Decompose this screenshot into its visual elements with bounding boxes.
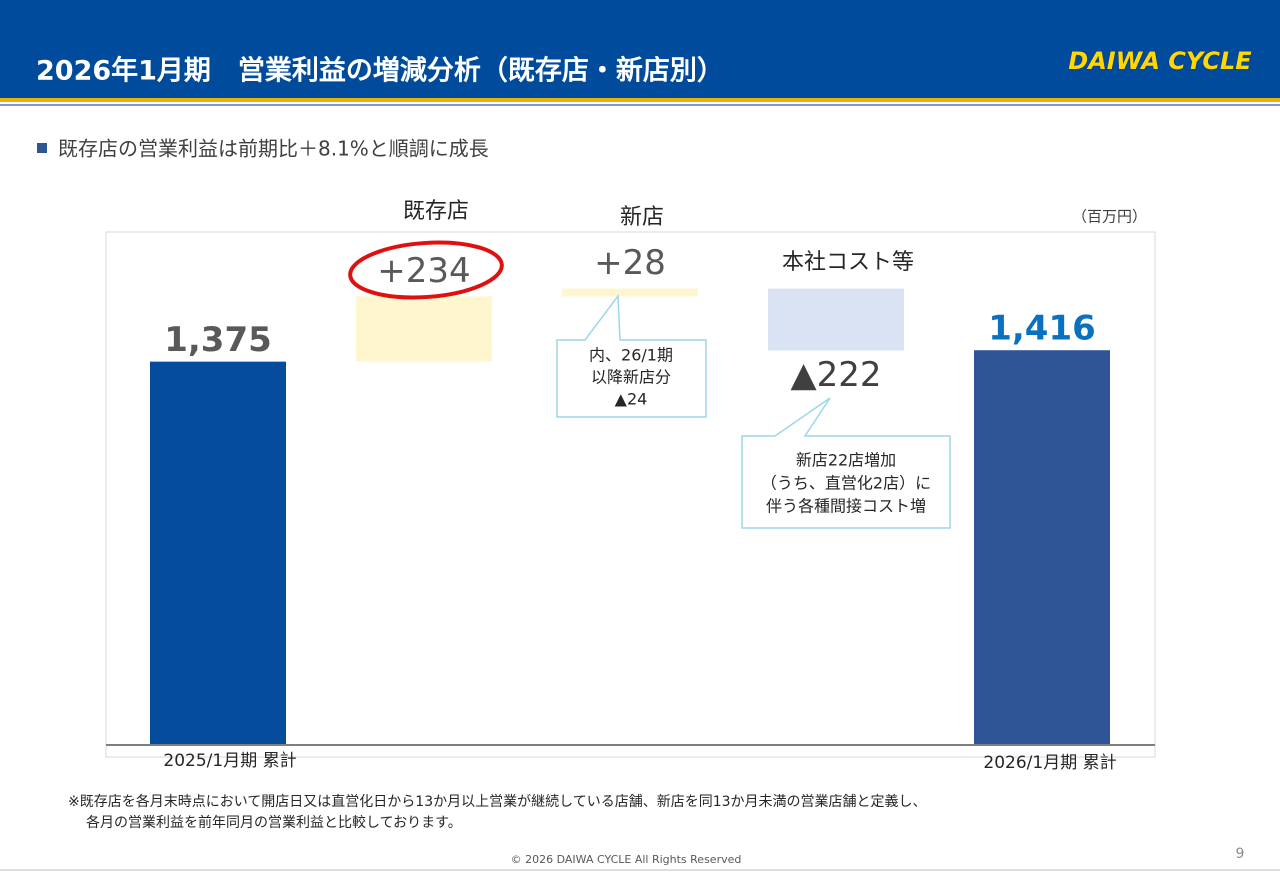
callout-text: （うち、直営化2店）に — [761, 474, 931, 493]
callout-text: 新店22店増加 — [796, 451, 896, 470]
value-label: +234 — [377, 251, 470, 291]
chart: 1,375 2025/1月期 累計 +234 既存店 +28 新店 ▲222 本社コスト等 1,… — [150, 199, 1117, 773]
bar — [150, 361, 286, 745]
header-rule-thin — [0, 104, 1280, 106]
footnote: 各月の営業利益を前年同月の営業利益と比較しております。 — [86, 814, 462, 831]
x-tick-label: 2026/1月期 累計 — [983, 753, 1116, 773]
logo: DAIWA CYCLE — [1068, 47, 1252, 75]
bar — [974, 350, 1110, 745]
header-rule — [0, 98, 1280, 102]
bar — [768, 288, 904, 351]
footnote: ※既存店を各月末時点において開店日又は直営化日から13か月以上営業が継続している… — [68, 793, 927, 810]
bar — [562, 288, 698, 297]
value-label: +28 — [594, 243, 666, 283]
callout-text: 以降新店分 — [591, 368, 671, 387]
value-label: ▲222 — [790, 355, 881, 395]
bullet-text: 既存店の営業利益は前期比＋8.1%と順調に成長 — [58, 137, 489, 161]
callout-text: ▲24 — [615, 390, 648, 409]
category-label: 新店 — [620, 205, 664, 230]
page-number: 9 — [1236, 846, 1245, 862]
value-label: 1,375 — [164, 320, 272, 360]
category-label: 既存店 — [403, 199, 469, 224]
header-bar — [0, 0, 1280, 98]
callout-text: 内、26/1期 — [589, 346, 673, 365]
category-label: 本社コスト等 — [782, 250, 914, 275]
unit-label: （百万円） — [1072, 208, 1147, 226]
bar — [356, 296, 492, 362]
slide-title: 2026年1月期 営業利益の増減分析（既存店・新店別） — [36, 55, 724, 87]
bullet-marker — [37, 143, 47, 153]
highlight-circle — [348, 240, 504, 300]
callout-box — [556, 293, 707, 418]
copyright: © 2026 DAIWA CYCLE All Rights Reserved — [511, 853, 742, 866]
x-tick-label: 2025/1月期 累計 — [163, 751, 296, 771]
callout-box — [741, 397, 951, 529]
plot-frame — [105, 231, 1156, 758]
value-label: 1,416 — [988, 309, 1096, 349]
callout-text: 伴う各種間接コスト増 — [766, 497, 926, 516]
